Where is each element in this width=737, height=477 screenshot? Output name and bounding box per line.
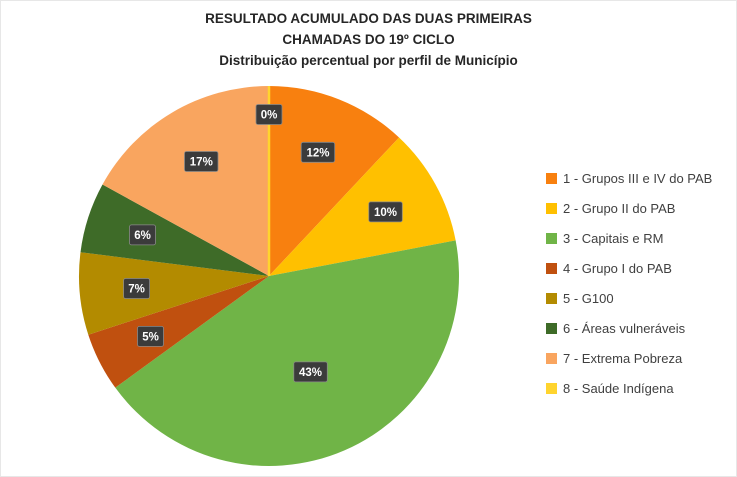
legend-swatch	[546, 292, 557, 304]
legend-item-4: 4 - Grupo I do PAB	[546, 257, 712, 279]
legend-label: 2 - Grupo II do PAB	[563, 200, 676, 216]
legend-label: 6 - Áreas vulneráveis	[563, 320, 686, 336]
pie-data-label-text: 17%	[190, 157, 213, 169]
pie-data-label: 10%	[368, 201, 403, 223]
pie-data-label-text: 10%	[374, 207, 397, 219]
legend-item-5: 5 - G100	[546, 287, 712, 309]
pie-data-label: 17%	[184, 151, 219, 172]
legend-swatch	[546, 232, 557, 244]
pie-data-label-text: 43%	[299, 367, 322, 379]
pie-data-label-text: 6%	[134, 230, 151, 242]
pie-data-label-text: 0%	[261, 110, 278, 122]
legend-swatch	[546, 322, 557, 334]
legend-swatch	[546, 262, 557, 274]
legend-label: 1 - Grupos III e IV do PAB	[563, 170, 713, 186]
legend-label: 5 - G100	[563, 290, 614, 306]
legend-swatch	[546, 352, 557, 364]
legend-item-3: 3 - Capitais e RM	[546, 227, 712, 249]
pie-slice-4	[88, 276, 269, 388]
legend-swatch	[546, 382, 557, 394]
legend-item-2: 2 - Grupo II do PAB	[546, 197, 712, 219]
legend-label: 3 - Capitais e RM	[563, 230, 664, 246]
legend-label: 4 - Grupo I do PAB	[563, 260, 672, 276]
chart-subtitle: Distribuição percentual por perfil de Mu…	[219, 53, 518, 68]
pie-data-label-text: 5%	[142, 331, 159, 343]
legend-label: 7 - Extrema Pobreza	[563, 350, 683, 366]
pie-slice-5	[79, 252, 269, 335]
chart-title-line2: CHAMADAS DO 19º CICLO	[282, 32, 455, 47]
pie-slice-3	[115, 240, 459, 466]
legend-item-6: 6 - Áreas vulneráveis	[546, 317, 712, 339]
pie-slice-6	[80, 184, 269, 276]
chart-legend: 1 - Grupos III e IV do PAB 2 - Grupo II d…	[546, 167, 712, 399]
pie-chart-area: 12% 10% 43% 5% 7% 6% 17% 0%	[74, 81, 464, 471]
pie-slice-2	[269, 137, 456, 276]
pie-data-label: 0%	[255, 104, 283, 125]
pie-data-label: 7%	[123, 278, 150, 299]
pie-data-label-text: 12%	[306, 147, 329, 159]
legend-item-7: 7 - Extrema Pobreza	[546, 347, 712, 369]
pie-data-label: 43%	[293, 361, 328, 383]
legend-swatch	[546, 202, 557, 214]
pie-slice-7	[102, 86, 269, 276]
pie-slice-1	[269, 86, 400, 276]
pie-data-label-text: 7%	[128, 284, 145, 296]
legend-item-1: 1 - Grupos III e IV do PAB	[546, 167, 712, 189]
chart-title: RESULTADO ACUMULADO DAS DUAS PRIMEIRAS C…	[1, 8, 736, 71]
pie-data-label: 6%	[129, 224, 156, 246]
pie-data-label: 12%	[300, 141, 336, 163]
pie-chart: 12% 10% 43% 5% 7% 6% 17% 0%	[79, 86, 459, 466]
legend-swatch	[546, 172, 557, 184]
pie-data-label: 5%	[137, 325, 164, 347]
legend-label: 8 - Saúde Indígena	[563, 380, 674, 396]
chart-title-line1: RESULTADO ACUMULADO DAS DUAS PRIMEIRAS	[205, 11, 532, 26]
legend-item-8: 8 - Saúde Indígena	[546, 377, 712, 399]
